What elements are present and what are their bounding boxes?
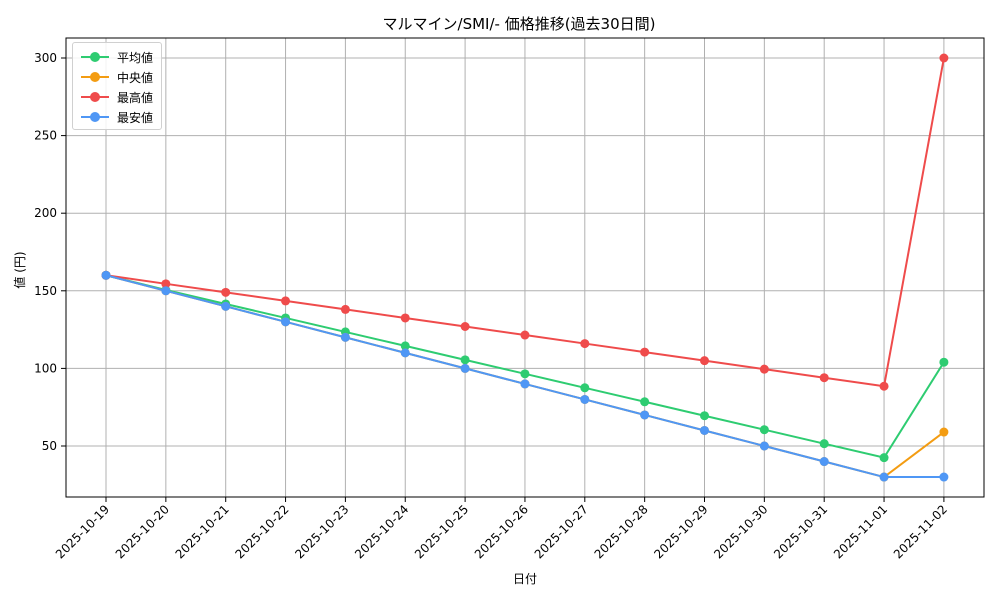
x-tick-label: 2025-10-22 xyxy=(232,502,291,561)
x-tick-label: 2025-10-27 xyxy=(532,502,591,561)
data-point-marker xyxy=(700,425,709,435)
data-point-marker xyxy=(640,347,650,357)
y-axis-ticks: 50 100 150 200 250 300 xyxy=(34,51,66,453)
legend-item-min: 最安値 xyxy=(73,107,161,127)
x-tick-label: 2025-11-02 xyxy=(891,502,950,561)
data-point-marker xyxy=(520,330,530,340)
x-tick-label: 2025-10-28 xyxy=(592,502,651,561)
data-point-marker xyxy=(939,53,949,63)
data-point-marker xyxy=(580,394,590,404)
y-tick-label: 50 xyxy=(42,439,57,453)
data-point-marker xyxy=(221,287,231,297)
data-point-marker xyxy=(460,321,470,331)
data-point-marker xyxy=(759,425,769,435)
data-point-marker xyxy=(759,441,769,451)
data-point-marker xyxy=(161,279,171,289)
legend-item-max: 最高値 xyxy=(73,87,161,107)
data-point-marker xyxy=(221,301,231,311)
data-point-marker xyxy=(759,364,769,374)
data-point-marker xyxy=(700,356,709,366)
legend-label: 最安値 xyxy=(117,111,154,125)
grid-lines xyxy=(66,38,984,497)
x-axis-label: 日付 xyxy=(513,572,537,586)
series-layer xyxy=(101,53,949,482)
x-tick-label: 2025-10-31 xyxy=(771,502,830,561)
data-point-marker xyxy=(819,373,829,383)
y-tick-label: 250 xyxy=(34,129,57,143)
x-tick-label: 2025-10-24 xyxy=(352,502,411,561)
data-point-marker xyxy=(640,410,650,420)
x-tick-label: 2025-10-30 xyxy=(711,502,770,561)
data-point-marker xyxy=(939,472,949,482)
data-point-marker xyxy=(101,270,111,280)
data-point-marker xyxy=(460,355,470,365)
data-point-marker xyxy=(939,357,949,367)
data-point-marker xyxy=(281,317,291,327)
data-point-marker xyxy=(520,379,530,389)
legend-marker-icon xyxy=(90,112,100,122)
data-point-marker xyxy=(460,363,470,373)
data-point-marker xyxy=(281,296,291,306)
data-point-marker xyxy=(640,397,650,407)
legend-marker-icon xyxy=(90,72,100,82)
x-tick-label: 2025-10-20 xyxy=(113,502,172,561)
legend-marker-icon xyxy=(90,52,100,62)
chart-title: マルマイン/SMI/- 価格推移(過去30日間) xyxy=(383,15,656,33)
y-tick-label: 100 xyxy=(34,361,57,375)
x-tick-label: 2025-10-21 xyxy=(173,502,232,561)
data-point-marker xyxy=(580,339,590,349)
x-axis-ticks: 2025-10-19 2025-10-20 2025-10-21 2025-10-22… xyxy=(53,497,950,561)
data-point-marker xyxy=(340,304,350,314)
data-point-marker xyxy=(819,439,829,449)
data-point-marker xyxy=(879,381,889,391)
x-tick-label: 2025-10-23 xyxy=(292,502,351,561)
series-line xyxy=(101,270,949,482)
data-point-marker xyxy=(400,341,410,351)
x-tick-label: 2025-10-19 xyxy=(53,502,112,561)
y-tick-label: 200 xyxy=(34,206,57,220)
x-tick-label: 2025-10-29 xyxy=(651,502,710,561)
data-point-marker xyxy=(400,313,410,323)
y-tick-label: 150 xyxy=(34,284,57,298)
y-tick-label: 300 xyxy=(34,51,57,65)
data-point-marker xyxy=(939,427,949,437)
legend-item-average: 平均値 xyxy=(73,47,161,67)
x-tick-label: 2025-10-26 xyxy=(472,502,531,561)
legend: 平均値 中央値 最高値 最安値 xyxy=(72,42,162,130)
legend-label: 中央値 xyxy=(117,71,154,85)
data-point-marker xyxy=(700,411,709,421)
legend-label: 平均値 xyxy=(117,51,154,65)
y-axis-label: 値 (円) xyxy=(12,251,27,288)
legend-label: 最高値 xyxy=(117,91,154,105)
data-point-marker xyxy=(879,453,889,463)
data-point-marker xyxy=(161,286,171,296)
legend-item-median: 中央値 xyxy=(73,67,161,87)
data-point-marker xyxy=(580,383,590,393)
data-point-marker xyxy=(520,369,530,379)
data-point-marker xyxy=(400,348,410,358)
data-point-marker xyxy=(879,472,889,482)
x-tick-label: 2025-10-25 xyxy=(412,502,471,561)
data-point-marker xyxy=(340,332,350,342)
x-tick-label: 2025-11-01 xyxy=(831,502,890,561)
data-point-marker xyxy=(819,457,829,467)
legend-marker-icon xyxy=(90,92,100,102)
